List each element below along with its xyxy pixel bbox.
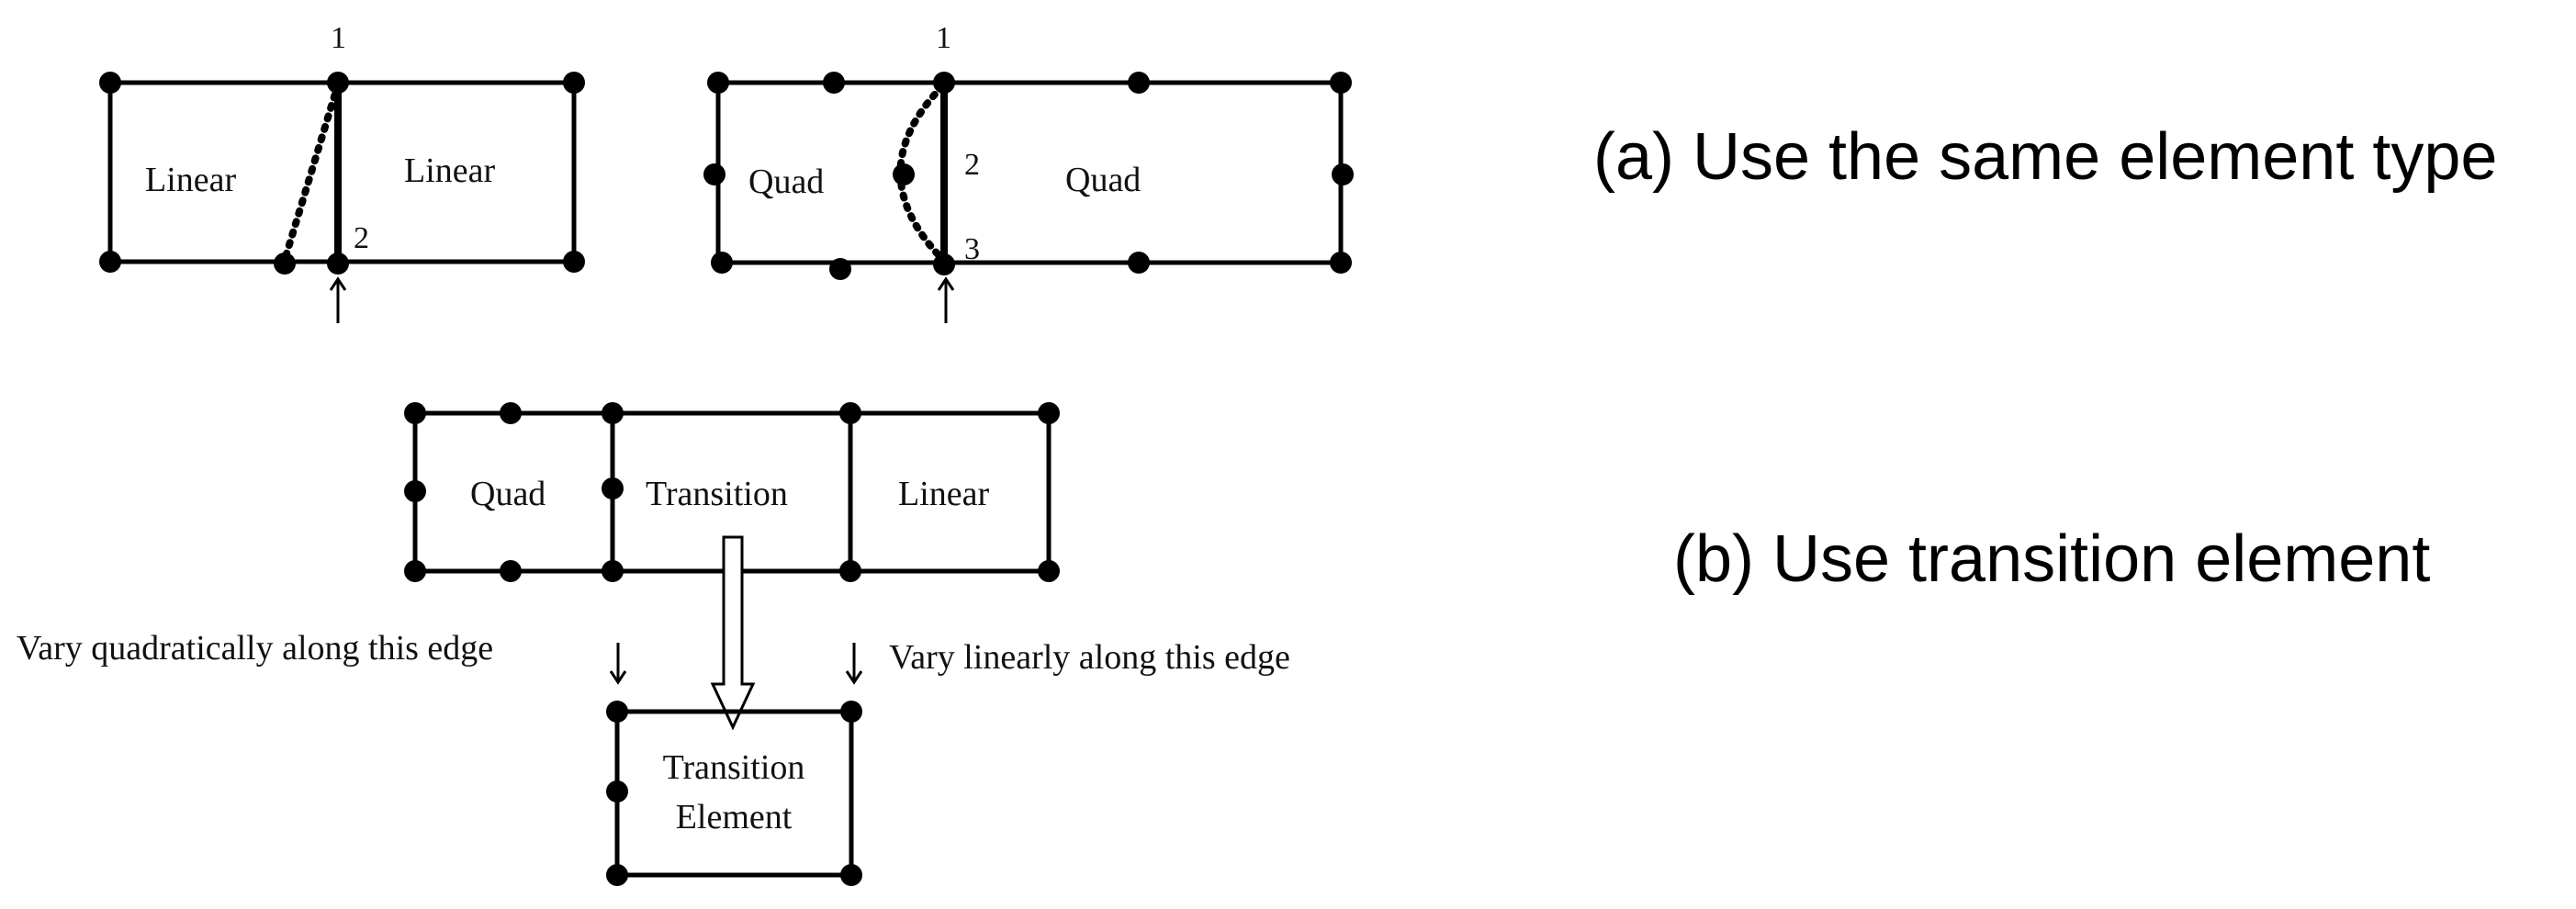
node bbox=[933, 72, 955, 94]
node bbox=[404, 560, 426, 582]
node bbox=[274, 252, 296, 275]
node bbox=[840, 701, 862, 723]
element-label-line2: Element bbox=[676, 798, 793, 836]
element-label: Linear bbox=[145, 161, 237, 199]
element-label: Linear bbox=[898, 475, 990, 513]
node-label: 2 bbox=[354, 221, 369, 255]
linear-linear-pair: Linear Linear 1 2 bbox=[99, 21, 585, 323]
node bbox=[711, 252, 733, 274]
node bbox=[327, 72, 349, 94]
transition-element: Transition Element bbox=[606, 701, 862, 886]
transition-row: Quad Transition Linear bbox=[404, 402, 1060, 582]
node bbox=[500, 560, 522, 582]
node bbox=[1128, 72, 1150, 94]
node bbox=[563, 251, 585, 273]
node bbox=[602, 560, 624, 582]
node bbox=[893, 163, 915, 185]
node bbox=[703, 163, 726, 185]
caption-a: (a) Use the same element type bbox=[1593, 120, 2497, 194]
node-label: 3 bbox=[964, 232, 980, 266]
node bbox=[829, 258, 851, 280]
hollow-down-arrow-icon bbox=[710, 535, 756, 731]
node bbox=[606, 864, 628, 886]
element-label: Quad bbox=[748, 163, 824, 201]
node bbox=[1330, 72, 1352, 94]
node bbox=[99, 251, 121, 273]
node bbox=[606, 780, 628, 802]
incompatible-edge-dotted bbox=[281, 81, 342, 264]
node bbox=[99, 72, 121, 94]
node bbox=[404, 480, 426, 502]
node bbox=[840, 864, 862, 886]
quad-quad-pair: Quad Quad 1 2 3 bbox=[703, 21, 1354, 323]
node bbox=[1038, 402, 1060, 424]
node bbox=[1128, 252, 1150, 274]
node-label: 1 bbox=[936, 21, 951, 55]
caption-b: (b) Use transition element bbox=[1673, 522, 2430, 596]
node bbox=[327, 252, 349, 275]
node bbox=[606, 701, 628, 723]
element-label: Transition bbox=[646, 475, 788, 513]
element-label: Quad bbox=[470, 475, 546, 513]
node-label: 2 bbox=[964, 148, 980, 182]
element-label-line1: Transition bbox=[663, 748, 805, 787]
node-label: 1 bbox=[331, 21, 346, 55]
arrowhead-icon bbox=[329, 276, 347, 291]
node bbox=[1332, 163, 1354, 185]
node bbox=[933, 253, 955, 275]
quadratic-edge-note: Vary quadratically along this edge bbox=[17, 629, 493, 668]
node bbox=[500, 402, 522, 424]
arrowhead-icon bbox=[609, 670, 627, 685]
element-label: Linear bbox=[404, 152, 496, 190]
transition-element-outline bbox=[614, 709, 854, 878]
node bbox=[707, 72, 729, 94]
arrowhead-icon bbox=[845, 670, 863, 685]
node bbox=[1038, 560, 1060, 582]
node bbox=[823, 72, 845, 94]
node bbox=[563, 72, 585, 94]
node bbox=[839, 402, 861, 424]
node bbox=[602, 402, 624, 424]
node bbox=[1330, 252, 1352, 274]
node bbox=[602, 477, 624, 499]
arrowhead-icon bbox=[937, 276, 955, 291]
node bbox=[839, 560, 861, 582]
element-label: Quad bbox=[1065, 161, 1141, 199]
node bbox=[404, 402, 426, 424]
linear-edge-note: Vary linearly along this edge bbox=[889, 638, 1290, 677]
